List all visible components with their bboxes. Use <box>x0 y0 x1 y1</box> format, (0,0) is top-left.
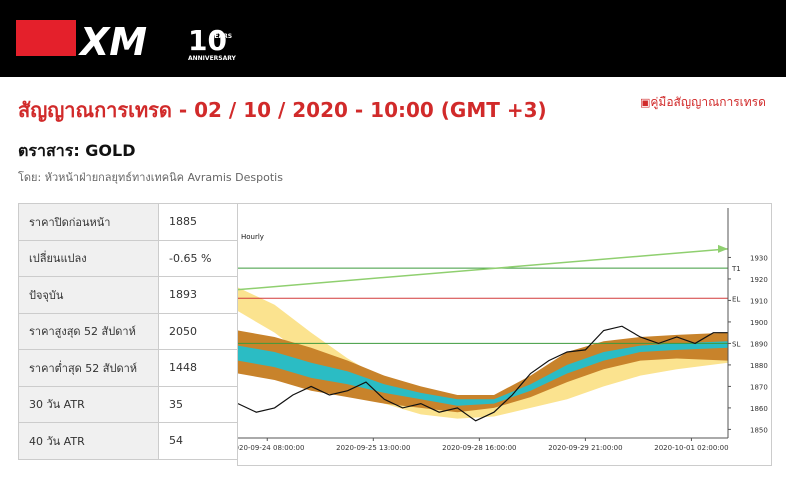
y-tick-label: 1890 <box>750 340 768 348</box>
band <box>238 330 728 413</box>
level-label: EL <box>732 295 740 303</box>
y-tick-label: 1850 <box>750 426 768 434</box>
row-label: 40 วัน ATR <box>18 422 159 460</box>
table-row: ราคาปิดก่อนหน้า 1885 <box>18 203 238 241</box>
guide-text[interactable]: คู่มือสัญญาณการเทรด <box>650 95 766 109</box>
page-title: สัญญาณการเทรด - 02 / 10 / 2020 - 10:00 (… <box>18 98 547 122</box>
table-row: ราคาสูงสุด 52 สัปดาห์ 2050 <box>18 312 238 350</box>
badge-number: 10 <box>188 24 227 57</box>
row-value: 54 <box>158 422 238 460</box>
row-value: -0.65 % <box>158 239 238 277</box>
level-label: SL <box>732 340 740 348</box>
x-tick-label: 2020-09-25 13:00:00 <box>336 444 410 452</box>
chart-title: Hourly <box>241 233 264 241</box>
row-value: 1885 <box>158 203 238 241</box>
pdf-icon: ▣ <box>640 96 651 109</box>
table-row: ราคาต่ำสุด 52 สัปดาห์ 1448 <box>18 349 238 387</box>
stats-table: ราคาปิดก่อนหน้า 1885 เปลี่ยนแปลง -0.65 % ปัจ… <box>18 203 238 460</box>
instrument: ตราสาร: GOLD <box>18 141 136 160</box>
logo[interactable]: XM 10 YEARS ANNIVERSARY <box>0 0 260 77</box>
chart: T1 EL SL 1850 1860 1870 1880 1890 1900 1910 1920 19… <box>237 203 772 466</box>
logo-icon <box>16 20 76 56</box>
x-tick-label: 2020-09-29 21:00:00 <box>548 444 622 452</box>
y-tick-label: 1920 <box>750 276 768 284</box>
row-label: 30 วัน ATR <box>18 385 159 423</box>
row-value: 1893 <box>158 276 238 314</box>
header: XM 10 YEARS ANNIVERSARY <box>0 0 786 77</box>
y-tick-label: 1910 <box>750 297 768 305</box>
trend-arrow <box>718 244 728 253</box>
row-label: เปลี่ยนแปลง <box>18 239 159 277</box>
x-tick-label: 2020-09-28 16:00:00 <box>442 444 516 452</box>
row-value: 1448 <box>158 349 238 387</box>
table-row: 30 วัน ATR 35 <box>18 385 238 423</box>
row-label: ปัจจุบัน <box>18 276 159 314</box>
band <box>238 341 728 406</box>
price-line <box>238 325 728 422</box>
guide-link[interactable]: ▣คู่มือสัญญาณการเทรด <box>640 93 766 112</box>
y-tick-label: 1930 <box>750 254 768 262</box>
level-label: T1 <box>731 265 741 273</box>
row-label: ราคาปิดก่อนหน้า <box>18 203 159 241</box>
table-row: เปลี่ยนแปลง -0.65 % <box>18 239 238 277</box>
trend-line <box>238 248 729 291</box>
y-tick-label: 1900 <box>750 319 768 327</box>
row-label: ราคาสูงสุด 52 สัปดาห์ <box>18 312 159 350</box>
x-tick-label: 2020-10-01 02:00:00 <box>654 444 728 452</box>
y-tick-label: 1860 <box>750 405 768 413</box>
table-row: ปัจจุบัน 1893 <box>18 276 238 314</box>
x-tick-label: 2020-09-24 08:00:00 <box>237 444 304 452</box>
author: โดย: หัวหน้าฝ่ายกลยุทธ์ทางเทคนิค Avramis… <box>18 171 283 184</box>
badge-line: ANNIVERSARY <box>188 55 237 62</box>
row-value: 2050 <box>158 312 238 350</box>
logo-text: XM <box>78 20 147 64</box>
row-value: 35 <box>158 385 238 423</box>
table-row: 40 วัน ATR 54 <box>18 422 238 460</box>
y-tick-label: 1880 <box>750 362 768 370</box>
badge-line: YEARS <box>209 33 232 40</box>
y-tick-label: 1870 <box>750 383 768 391</box>
row-label: ราคาต่ำสุด 52 สัปดาห์ <box>18 349 159 387</box>
